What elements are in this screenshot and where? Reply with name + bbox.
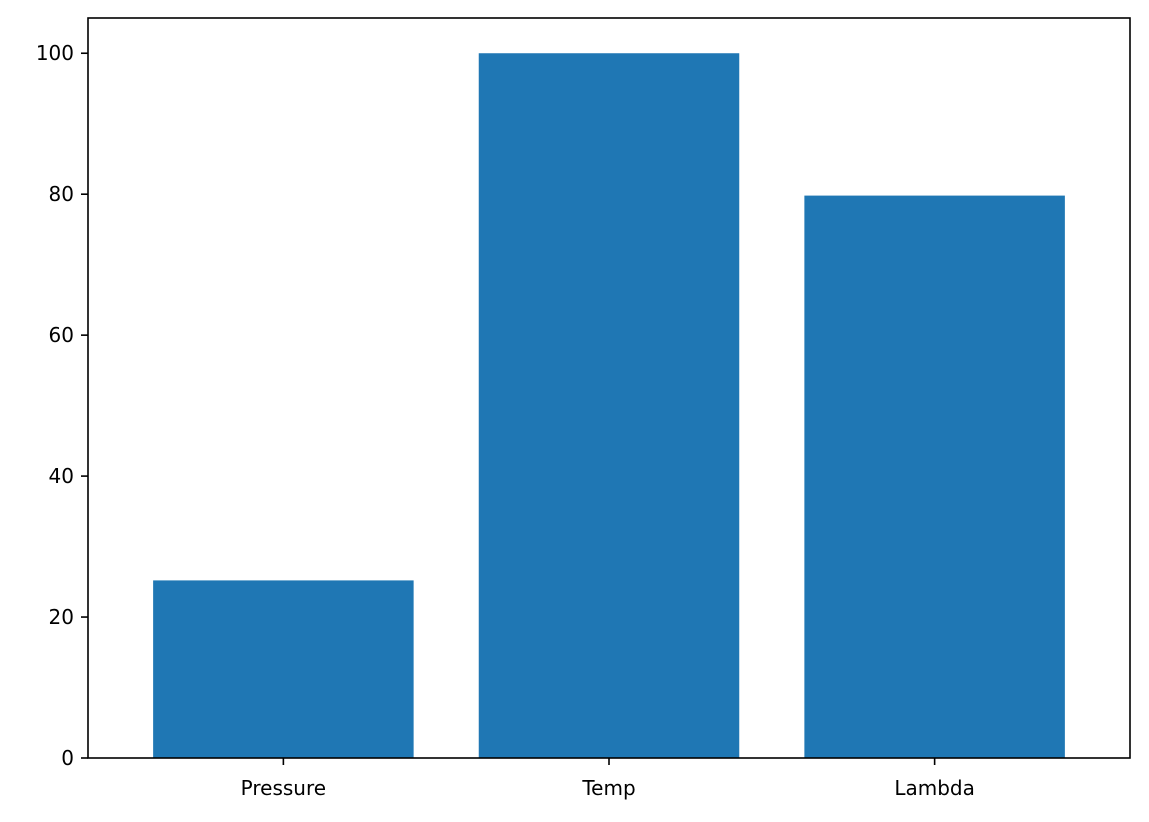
y-axis-ticks: 0 20 40 60 80 100	[36, 41, 88, 770]
plot-frame	[87, 17, 1131, 759]
y-tick-label-60: 60	[49, 323, 74, 347]
y-tick-label-20: 20	[49, 605, 74, 629]
y-tick-label-100: 100	[36, 41, 74, 65]
y-tick-label-40: 40	[49, 464, 74, 488]
x-tick-label-temp: Temp	[581, 776, 635, 800]
bars-layer	[153, 53, 1065, 759]
x-axis-ticks: Pressure Temp Lambda	[241, 758, 975, 800]
bar-lambda	[804, 195, 1065, 759]
bar-pressure	[153, 580, 414, 758]
x-tick-label-lambda: Lambda	[894, 776, 975, 800]
x-tick-label-pressure: Pressure	[241, 776, 326, 800]
y-tick-label-80: 80	[49, 182, 74, 206]
bar-temp	[478, 53, 740, 758]
y-tick-label-0: 0	[61, 746, 74, 770]
